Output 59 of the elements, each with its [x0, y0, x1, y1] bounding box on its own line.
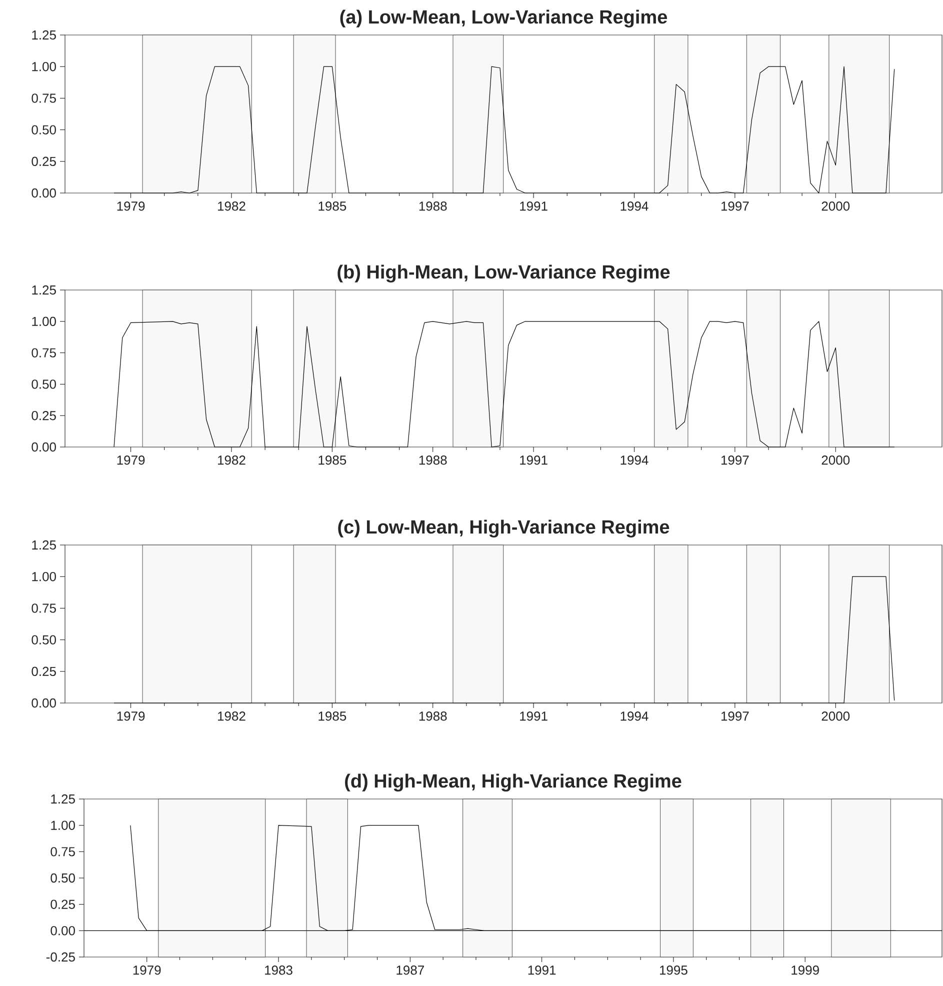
y-tick-label: 0.00 [50, 926, 75, 936]
x-tick-label: 1985 [318, 456, 346, 465]
x-tick-label: 1985 [318, 202, 346, 211]
x-tick-label: 1979 [133, 966, 161, 975]
y-tick-label: 0.00 [32, 188, 56, 198]
y-tick-label: 1.25 [32, 30, 56, 40]
x-tick-label: 1985 [318, 712, 346, 721]
x-tick-label: 1979 [117, 202, 145, 211]
x-tick-label: 1999 [792, 966, 819, 975]
x-tick-label: 1987 [396, 966, 424, 975]
y-tick-label: 0.25 [32, 666, 56, 676]
x-tick-label: 1982 [218, 456, 246, 465]
y-tick-label: 0.00 [32, 698, 56, 708]
x-tick-label: 1994 [620, 202, 648, 211]
chart-title: (c) Low-Mean, High-Variance Regime [338, 520, 670, 538]
x-tick-label: 1997 [721, 202, 749, 211]
x-tick-label: 1988 [419, 712, 447, 721]
x-tick-label: 1988 [419, 456, 447, 465]
x-tick-label: 1991 [520, 456, 548, 465]
x-tick-label: 1979 [117, 712, 145, 721]
y-tick-label: 0.25 [32, 156, 56, 166]
x-tick-label: 1994 [620, 712, 648, 721]
x-tick-label: 1994 [620, 456, 648, 465]
y-tick-label: 0.75 [32, 94, 56, 103]
x-tick-label: 1995 [660, 966, 688, 975]
x-tick-label: 1991 [520, 202, 548, 211]
y-tick-label: 0.50 [32, 380, 56, 389]
x-tick-label: 1979 [117, 456, 145, 465]
y-tick-label: 0.50 [32, 635, 56, 644]
chart-title: (a) Low-Mean, Low-Variance Regime [340, 10, 668, 28]
x-tick-label: 1982 [218, 712, 246, 721]
y-tick-label: 1.25 [32, 540, 56, 550]
y-tick-label: 1.00 [32, 62, 56, 72]
y-tick-label: 1.00 [32, 316, 56, 326]
y-tick-label: 0.25 [32, 411, 56, 420]
x-tick-label: 1997 [721, 456, 749, 465]
y-tick-label: 0.75 [32, 348, 56, 358]
x-tick-label: 1991 [528, 966, 556, 975]
x-tick-label: 1988 [419, 202, 447, 211]
y-tick-label: 1.00 [51, 820, 75, 830]
y-tick-label: 0.25 [50, 900, 75, 909]
chart-title: (d) High-Mean, High-Variance Regime [345, 774, 682, 792]
y-tick-label: 0.75 [50, 847, 75, 856]
x-tick-label: 2000 [822, 456, 850, 465]
chart-title: (b) High-Mean, Low-Variance Regime [338, 264, 670, 283]
y-tick-label: 1.25 [32, 285, 56, 295]
x-tick-label: 1991 [520, 712, 548, 721]
y-tick-label: 1.25 [51, 794, 75, 804]
x-tick-label: 1982 [218, 202, 246, 211]
y-tick-label: 0.00 [32, 442, 56, 452]
x-tick-label: 2000 [822, 202, 850, 211]
x-tick-label: 1997 [721, 712, 749, 721]
x-tick-label: 1983 [265, 966, 292, 975]
y-tick-label: 0.50 [32, 125, 56, 134]
y-tick-label: 0.75 [32, 604, 56, 613]
y-tick-label: 1.00 [32, 572, 56, 582]
y-tick-label: 0.50 [50, 873, 75, 883]
y-tick-label: -0.25 [46, 952, 75, 962]
x-tick-label: 2000 [822, 712, 850, 721]
